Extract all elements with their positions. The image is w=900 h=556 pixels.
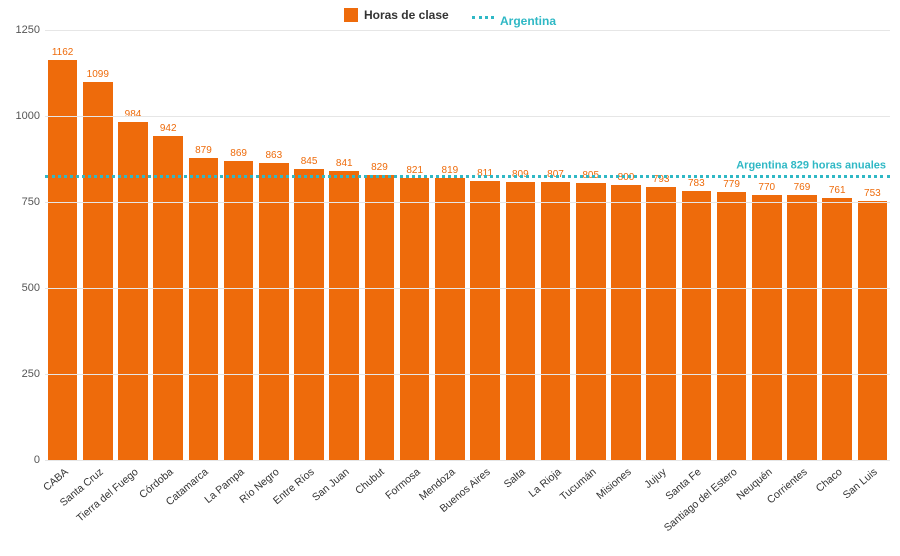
bar-value-label: 770 bbox=[758, 182, 775, 195]
bar: 841 bbox=[329, 171, 359, 460]
bar-value-label: 769 bbox=[794, 182, 811, 195]
bar: 793 bbox=[646, 187, 676, 460]
bar: 761 bbox=[822, 198, 852, 460]
x-tick-label: Misiones bbox=[594, 466, 633, 502]
y-tick-label: 0 bbox=[0, 454, 40, 466]
y-tick-label: 250 bbox=[0, 368, 40, 380]
grid-line bbox=[45, 116, 890, 117]
x-tick-label: San Luis bbox=[841, 466, 880, 501]
bar-value-label: 845 bbox=[301, 156, 318, 169]
chart-container: Horas de clase Argentina 116210999849428… bbox=[0, 0, 900, 556]
x-tick-label: Chaco bbox=[814, 466, 845, 495]
x-tick-label: San Juan bbox=[310, 466, 352, 504]
legend-series-label: Horas de clase bbox=[364, 8, 449, 22]
bar-value-label: 863 bbox=[266, 150, 283, 163]
x-tick-label: Salta bbox=[502, 466, 528, 491]
bar: 779 bbox=[717, 192, 747, 460]
grid-line bbox=[45, 288, 890, 289]
y-tick-label: 1250 bbox=[0, 24, 40, 36]
reference-line bbox=[45, 175, 890, 178]
legend-swatch-bar bbox=[344, 8, 358, 22]
bar-value-label: 783 bbox=[688, 178, 705, 191]
grid-line bbox=[45, 374, 890, 375]
x-axis: CABASanta CruzTierra del FuegoCórdobaCat… bbox=[45, 460, 890, 550]
bar: 821 bbox=[400, 178, 430, 460]
bar: 800 bbox=[611, 185, 641, 460]
bar: 811 bbox=[470, 181, 500, 460]
bar-value-label: 879 bbox=[195, 145, 212, 158]
legend-reference-label: Argentina bbox=[500, 14, 556, 28]
x-tick-label: Tierra del Fuego bbox=[74, 466, 140, 524]
legend-swatch-line bbox=[472, 16, 494, 19]
bar: 1099 bbox=[83, 82, 113, 460]
bar-value-label: 1162 bbox=[52, 47, 74, 60]
grid-line bbox=[45, 202, 890, 203]
y-tick-label: 500 bbox=[0, 282, 40, 294]
x-tick-label: Tucumán bbox=[557, 466, 598, 503]
bar-value-label: 761 bbox=[829, 185, 846, 198]
x-tick-label: Jujuy bbox=[642, 466, 668, 491]
bar: 829 bbox=[365, 175, 395, 460]
x-tick-label: Formosa bbox=[383, 466, 422, 502]
y-tick-label: 1000 bbox=[0, 110, 40, 122]
x-tick-label: CABA bbox=[41, 466, 71, 494]
bars-group: 1162109998494287986986384584182982181981… bbox=[45, 30, 890, 460]
grid-line bbox=[45, 30, 890, 31]
bar: 783 bbox=[682, 191, 712, 460]
bar: 809 bbox=[506, 182, 536, 460]
bar-value-label: 800 bbox=[618, 172, 635, 185]
bar-value-label: 829 bbox=[371, 162, 388, 175]
bar: 769 bbox=[787, 195, 817, 460]
bar: 805 bbox=[576, 183, 606, 460]
y-tick-label: 750 bbox=[0, 196, 40, 208]
bar-value-label: 1099 bbox=[87, 69, 109, 82]
bar: 984 bbox=[118, 122, 148, 460]
bar: 753 bbox=[858, 201, 888, 460]
legend-item-reference: Argentina bbox=[472, 14, 556, 28]
bar: 845 bbox=[294, 169, 324, 460]
bar: 770 bbox=[752, 195, 782, 460]
bar: 807 bbox=[541, 182, 571, 460]
bar: 863 bbox=[259, 163, 289, 460]
bar: 819 bbox=[435, 178, 465, 460]
plot-area: 1162109998494287986986384584182982181981… bbox=[45, 30, 890, 460]
legend: Horas de clase Argentina bbox=[0, 8, 900, 28]
reference-line-label: Argentina 829 horas anuales bbox=[736, 159, 886, 171]
bar: 1162 bbox=[48, 60, 78, 460]
bar-value-label: 779 bbox=[723, 179, 740, 192]
bar-value-label: 841 bbox=[336, 158, 353, 171]
bar-value-label: 942 bbox=[160, 123, 177, 136]
bar-value-label: 869 bbox=[230, 148, 247, 161]
legend-item-series: Horas de clase bbox=[344, 8, 449, 22]
bar-value-label: 753 bbox=[864, 188, 881, 201]
bar: 942 bbox=[153, 136, 183, 460]
bar: 869 bbox=[224, 161, 254, 460]
